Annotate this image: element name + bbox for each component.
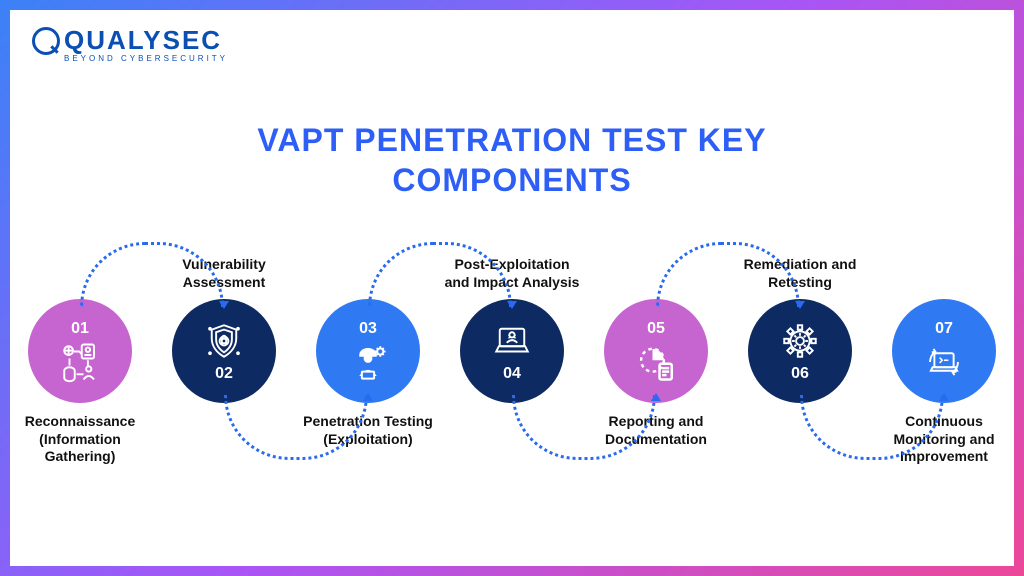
logo-q-icon	[32, 27, 60, 55]
connector-arrow-icon	[939, 393, 949, 401]
flow-diagram: 01 Reconnaissance (Information Gathering)…	[10, 246, 1014, 536]
step-label: Reconnaissance (Information Gathering)	[10, 413, 150, 466]
canvas: QUALYSEC BEYOND CYBERSECURITY VAPT PENET…	[10, 10, 1014, 566]
page-title: VAPT PENETRATION TEST KEY COMPONENTS	[10, 120, 1014, 200]
brand-tagline: BEYOND CYBERSECURITY	[64, 54, 228, 63]
shield-icon	[203, 320, 245, 362]
gear-icon	[779, 320, 821, 362]
connector-arrow-icon	[507, 301, 517, 309]
connector-arrow-icon	[651, 393, 661, 401]
step-number: 02	[215, 365, 233, 383]
connector-arrow-icon	[363, 393, 373, 401]
gradient-border: QUALYSEC BEYOND CYBERSECURITY VAPT PENET…	[0, 0, 1024, 576]
step-number: 03	[359, 320, 377, 338]
step-circle: 06	[748, 299, 852, 403]
step-circle: 03	[316, 299, 420, 403]
step-circle: 07	[892, 299, 996, 403]
step-circle: 01	[28, 299, 132, 403]
title-line1: VAPT PENETRATION TEST KEY	[10, 120, 1014, 160]
cycle-icon	[923, 341, 965, 383]
step-number: 06	[791, 365, 809, 383]
connector-arrow-icon	[219, 301, 229, 309]
step-number: 07	[935, 320, 953, 338]
step-circle: 02	[172, 299, 276, 403]
step-circle: 04	[460, 299, 564, 403]
brand-name: QUALYSEC	[32, 25, 222, 56]
report-icon	[635, 341, 677, 383]
step-07: 07Continuous Monitoring and Improvement	[874, 246, 1014, 536]
title-line2: COMPONENTS	[10, 160, 1014, 200]
hacker-icon	[347, 341, 389, 383]
step-number: 01	[71, 320, 89, 338]
step-number: 05	[647, 320, 665, 338]
step-number: 04	[503, 365, 521, 383]
connector-arrow-icon	[795, 301, 805, 309]
brand-name-text: QUALYSEC	[64, 25, 222, 56]
brand-logo: QUALYSEC BEYOND CYBERSECURITY	[32, 25, 228, 63]
step-circle: 05	[604, 299, 708, 403]
recon-icon	[59, 341, 101, 383]
laptop-icon	[491, 320, 533, 362]
